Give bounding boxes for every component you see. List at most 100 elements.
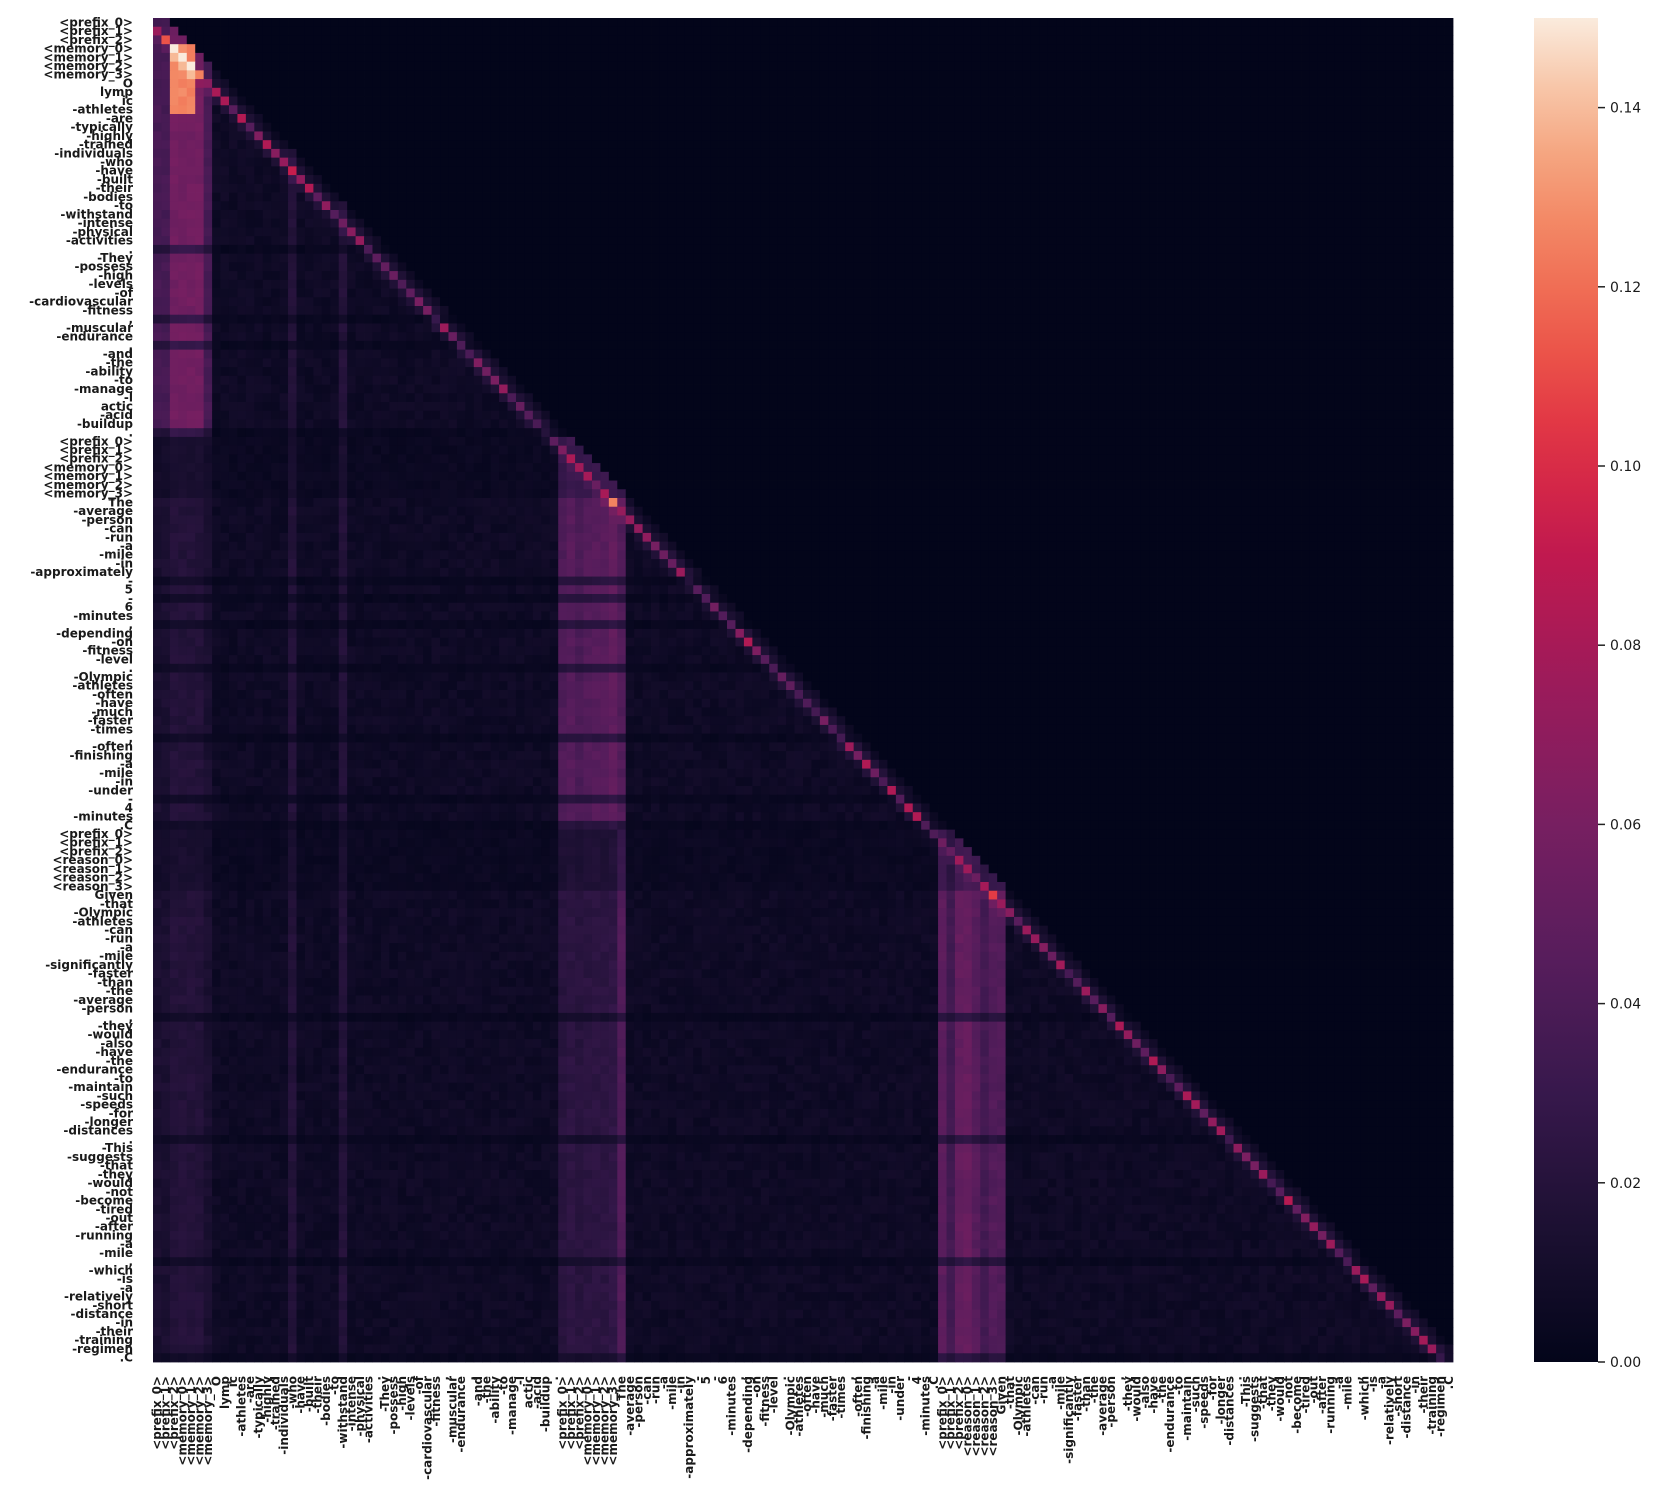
heatmap-cell <box>1258 61 1268 71</box>
heatmap-cell <box>1393 175 1403 185</box>
heatmap-cell <box>254 244 264 255</box>
heatmap-cell <box>1444 96 1454 106</box>
heatmap-cell <box>1216 105 1226 115</box>
heatmap-cell <box>583 210 593 220</box>
heatmap-cell <box>414 227 424 237</box>
heatmap-cell <box>321 253 331 263</box>
heatmap-cell <box>1309 18 1319 28</box>
heatmap-cell <box>1343 271 1353 281</box>
heatmap-cell <box>1225 140 1234 150</box>
heatmap-cell <box>372 210 382 220</box>
heatmap-cell <box>389 175 399 185</box>
heatmap-cell <box>634 96 644 106</box>
heatmap-cell <box>727 297 736 307</box>
heatmap-cell <box>591 279 601 289</box>
heatmap-cell <box>971 192 981 202</box>
heatmap-cell <box>1241 79 1251 89</box>
heatmap-cell <box>684 26 694 36</box>
heatmap-cell <box>1098 218 1108 228</box>
heatmap-cell <box>1132 210 1142 220</box>
heatmap-cell <box>1090 271 1099 281</box>
heatmap-cell <box>541 192 551 202</box>
heatmap-cell <box>921 122 931 132</box>
heatmap-cell <box>803 114 812 124</box>
heatmap-cell <box>904 35 914 45</box>
heatmap-cell <box>870 96 880 106</box>
heatmap-cell <box>617 201 627 211</box>
heatmap-cell <box>169 244 179 255</box>
heatmap-cell <box>186 218 196 228</box>
heatmap-cell <box>220 236 230 246</box>
heatmap-cell <box>1174 44 1184 54</box>
heatmap-cell <box>195 157 205 167</box>
heatmap-cell <box>684 96 694 106</box>
heatmap-cell <box>710 157 719 167</box>
heatmap-cell <box>549 44 559 54</box>
heatmap-cell <box>1225 87 1234 97</box>
heatmap-cell <box>507 122 517 132</box>
heatmap-cell <box>853 244 863 255</box>
heatmap-cell <box>1241 218 1251 228</box>
heatmap-cell <box>1368 175 1378 185</box>
heatmap-cell <box>684 201 694 211</box>
heatmap-cell <box>743 288 753 298</box>
heatmap-cell <box>515 227 525 237</box>
heatmap-cell <box>980 236 990 246</box>
heatmap-cell <box>743 183 753 193</box>
heatmap-cell <box>423 114 432 124</box>
heatmap-cell <box>338 244 348 255</box>
heatmap-cell <box>178 279 188 289</box>
heatmap-cell <box>1039 148 1049 159</box>
heatmap-cell <box>651 166 660 176</box>
heatmap-cell <box>161 244 171 255</box>
heatmap-cell <box>1199 122 1209 132</box>
heatmap-cell <box>288 201 297 211</box>
heatmap-cell <box>515 218 525 228</box>
heatmap-cell <box>853 218 863 228</box>
heatmap-cell <box>372 114 382 124</box>
heatmap-cell <box>304 148 314 159</box>
heatmap-cell <box>1377 288 1386 298</box>
heatmap-cell <box>971 87 981 97</box>
heatmap-cell <box>1149 52 1158 63</box>
heatmap-cell <box>1410 157 1420 167</box>
heatmap-cell <box>946 44 956 54</box>
heatmap-cell <box>1436 35 1445 45</box>
heatmap-cell <box>1191 279 1201 289</box>
heatmap-cell <box>389 52 399 63</box>
heatmap-cell <box>1073 236 1082 246</box>
heatmap-cell <box>169 297 179 307</box>
heatmap-cell <box>1208 262 1218 272</box>
heatmap-cell <box>465 175 475 185</box>
heatmap-cell <box>296 297 306 307</box>
heatmap-cell <box>549 271 559 281</box>
heatmap-cell <box>1317 218 1327 228</box>
heatmap-cell <box>1216 271 1226 281</box>
heatmap-cell <box>1022 201 1032 211</box>
heatmap-cell <box>878 288 888 298</box>
heatmap-cell <box>836 157 846 167</box>
heatmap-cell <box>1309 70 1319 80</box>
heatmap-cell <box>1267 157 1277 167</box>
heatmap-cell <box>1351 96 1361 106</box>
heatmap-cell <box>583 262 593 272</box>
heatmap-cell <box>575 253 584 263</box>
heatmap-cell <box>625 166 635 176</box>
heatmap-cell <box>1309 105 1319 115</box>
heatmap-cell <box>507 140 517 150</box>
heatmap-cell <box>667 183 677 193</box>
heatmap-cell <box>777 122 787 132</box>
heatmap-cell <box>1014 44 1023 54</box>
heatmap-cell <box>963 236 973 246</box>
heatmap-cell <box>321 26 331 36</box>
heatmap-cell <box>1157 157 1167 167</box>
heatmap-cell <box>811 70 821 80</box>
heatmap-cell <box>541 44 551 54</box>
heatmap-cell <box>980 18 990 28</box>
heatmap-cell <box>271 227 281 237</box>
heatmap-cell <box>1140 175 1150 185</box>
heatmap-cell <box>836 279 846 289</box>
heatmap-cell <box>845 148 855 159</box>
heatmap-cell <box>1334 18 1344 28</box>
heatmap-cell <box>1140 218 1150 228</box>
